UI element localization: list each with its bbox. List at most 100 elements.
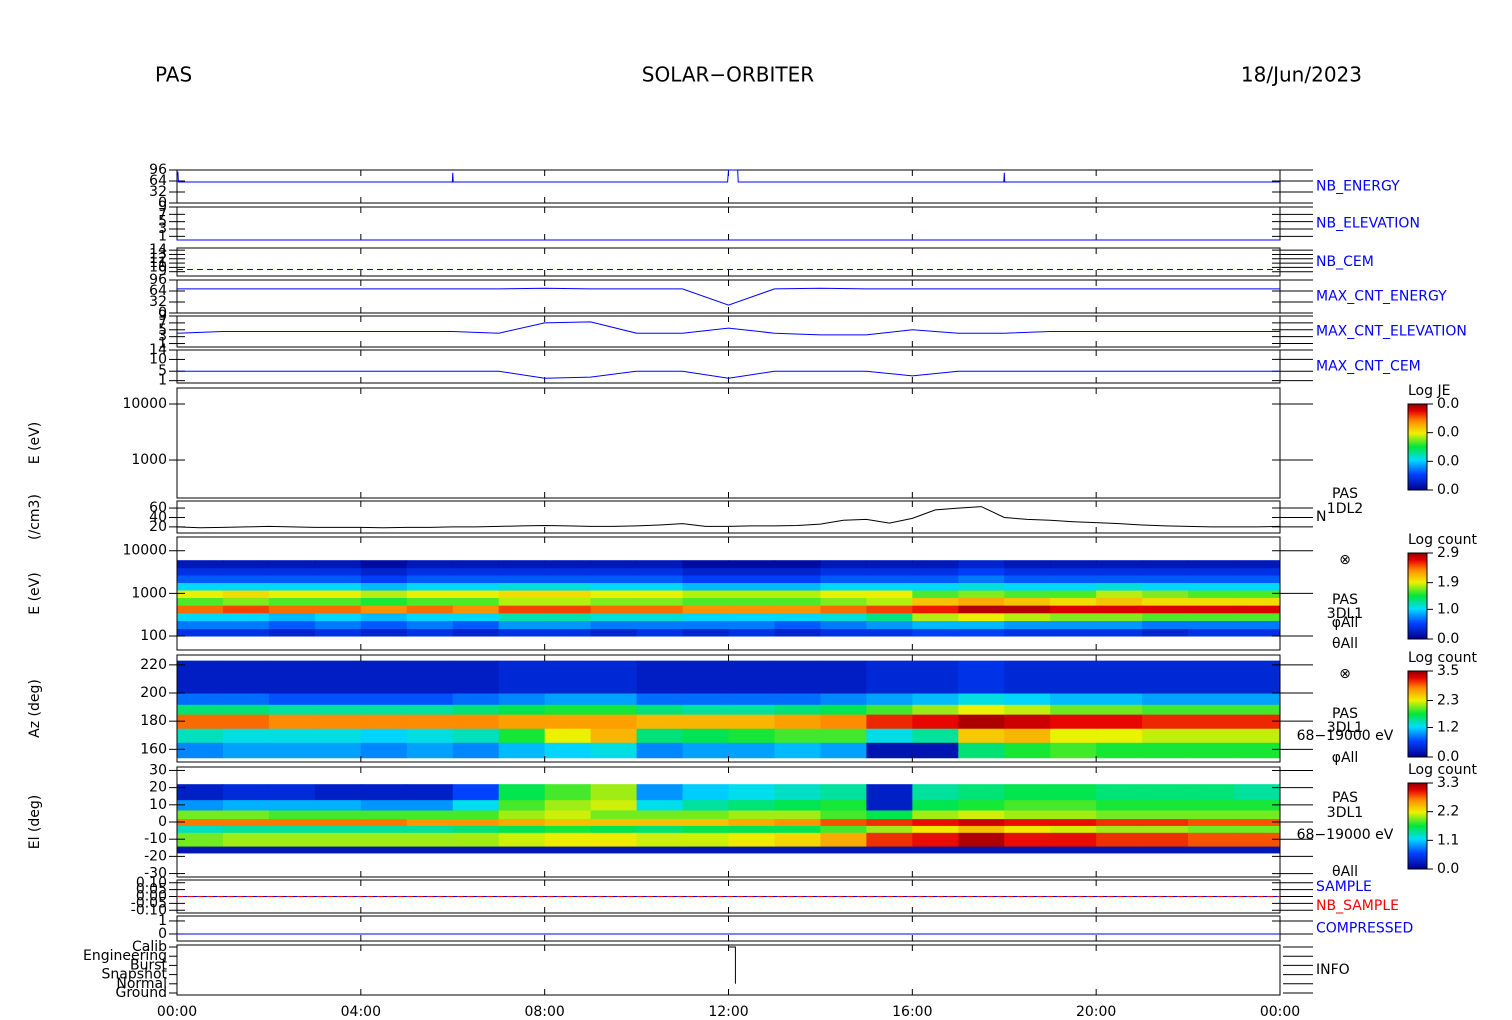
heatmap-cell: [1142, 620, 1189, 630]
heatmap-cell: [314, 660, 362, 694]
heatmap-cell: [222, 590, 270, 599]
colorbar-tick-label: 0.0: [1437, 749, 1459, 765]
heatmap-cell: [360, 628, 408, 637]
legend-label: SAMPLE: [1316, 879, 1372, 895]
heatmap-cell: [544, 567, 592, 576]
y-tick-label: 3: [158, 221, 167, 237]
colorbar-tick-label: 0.0: [1437, 861, 1459, 877]
heatmap-cell: [912, 628, 959, 637]
heatmap-cell: [958, 714, 1005, 729]
heatmap-cell: [406, 846, 454, 854]
heatmap-cell: [406, 660, 454, 694]
legend-label: MAX_CNT_ELEVATION: [1316, 324, 1467, 340]
heatmap-cell: [268, 590, 316, 599]
panel-frame: [176, 387, 1281, 499]
heatmap-cell: [1004, 784, 1051, 801]
heatmap-cell: [1142, 574, 1189, 583]
colorbar-title: Log JE: [1408, 383, 1450, 399]
heatmap-cell: [590, 590, 638, 599]
heatmap-cell: [636, 832, 684, 847]
heatmap-cell: [1050, 620, 1097, 630]
heatmap-cell: [314, 560, 362, 569]
heatmap-cell: [958, 620, 1005, 630]
heatmap-cell: [1234, 693, 1281, 705]
y-tick-label: 20: [149, 519, 167, 535]
heatmap-cell: [636, 590, 684, 599]
heatmap-cell: [958, 704, 1005, 715]
heatmap-cell: [774, 799, 821, 811]
heatmap-cell: [1188, 784, 1235, 801]
heatmap-cell: [314, 567, 362, 576]
heatmap-cell: [452, 846, 500, 854]
heatmap-cell: [177, 742, 224, 759]
heatmap-cell: [958, 597, 1005, 606]
heatmap-cell: [958, 574, 1005, 583]
heatmap-cell: [544, 799, 592, 811]
annotation: PAS: [1332, 706, 1358, 722]
heatmap-cell: [1096, 620, 1143, 630]
heatmap-cell: [222, 560, 270, 569]
heatmap-cell: [268, 605, 316, 614]
legend-label: N: [1316, 509, 1326, 525]
heatmap-cell: [958, 567, 1005, 576]
heatmap-cell: [452, 832, 500, 847]
annotation: 3DL1: [1327, 720, 1363, 736]
heatmap-cell: [1188, 605, 1235, 614]
y-tick-label: Normal: [116, 976, 167, 992]
heatmap-cell: [1142, 818, 1189, 826]
heatmap-cell: [682, 742, 729, 759]
heatmap-cell: [958, 605, 1005, 614]
heatmap-cell: [177, 809, 224, 820]
y-tick-label: Burst: [130, 957, 168, 973]
heatmap-cell: [590, 809, 638, 820]
heatmap-cell: [1004, 742, 1051, 759]
heatmap-cell: [866, 597, 913, 606]
heatmap-cell: [360, 832, 408, 847]
heatmap-cell: [682, 704, 729, 715]
heatmap-cell: [1234, 574, 1281, 583]
x-tick-label: 16:00: [892, 1004, 932, 1020]
heatmap-cell: [820, 574, 867, 583]
heatmap-cell: [544, 660, 592, 694]
series-line: [728, 946, 736, 984]
heatmap-cell: [1188, 612, 1235, 622]
heatmap-cell: [1096, 693, 1143, 705]
heatmap-cell: [406, 799, 454, 811]
y-tick-label: 3: [158, 329, 167, 345]
heatmap-cell: [314, 693, 362, 705]
y-axis-label: Az (deg): [27, 679, 43, 738]
y-tick-label: 220: [140, 657, 167, 673]
heatmap-cell: [1050, 628, 1097, 637]
heatmap-cell: [1050, 567, 1097, 576]
heatmap-cell: [1096, 574, 1143, 583]
y-tick-label: 1: [158, 913, 167, 929]
colorbar-title: Log count: [1408, 650, 1477, 666]
heatmap-cell: [177, 567, 224, 576]
heatmap-cell: [498, 605, 546, 614]
x-tick-label: 04:00: [341, 1004, 381, 1020]
heatmap-cell: [1188, 832, 1235, 847]
heatmap-cell: [498, 574, 546, 583]
y-tick-label: 32: [149, 184, 167, 200]
legend-label: NB_CEM: [1316, 254, 1374, 270]
heatmap-cell: [774, 605, 821, 614]
heatmap-cell: [866, 832, 913, 847]
heatmap-cell: [268, 742, 316, 759]
heatmap-cell: [406, 574, 454, 583]
annotation: 68−19000 eV: [1297, 827, 1394, 843]
y-tick-label: -30: [144, 866, 167, 882]
heatmap-cell: [590, 574, 638, 583]
heatmap-cell: [1004, 612, 1051, 622]
heatmap-cell: [177, 818, 224, 826]
heatmap-cell: [222, 582, 270, 591]
heatmap-cell: [1004, 628, 1051, 637]
heatmap-cell: [590, 582, 638, 591]
series-line: [177, 370, 1280, 379]
heatmap-cell: [912, 809, 959, 820]
annotation: 68−19000 eV: [1297, 728, 1394, 744]
y-tick-label: 9: [158, 264, 167, 280]
heatmap-cell: [682, 574, 729, 583]
heatmap-cell: [1096, 714, 1143, 729]
heatmap-cell: [866, 809, 913, 820]
y-tick-label: 7: [158, 315, 167, 331]
